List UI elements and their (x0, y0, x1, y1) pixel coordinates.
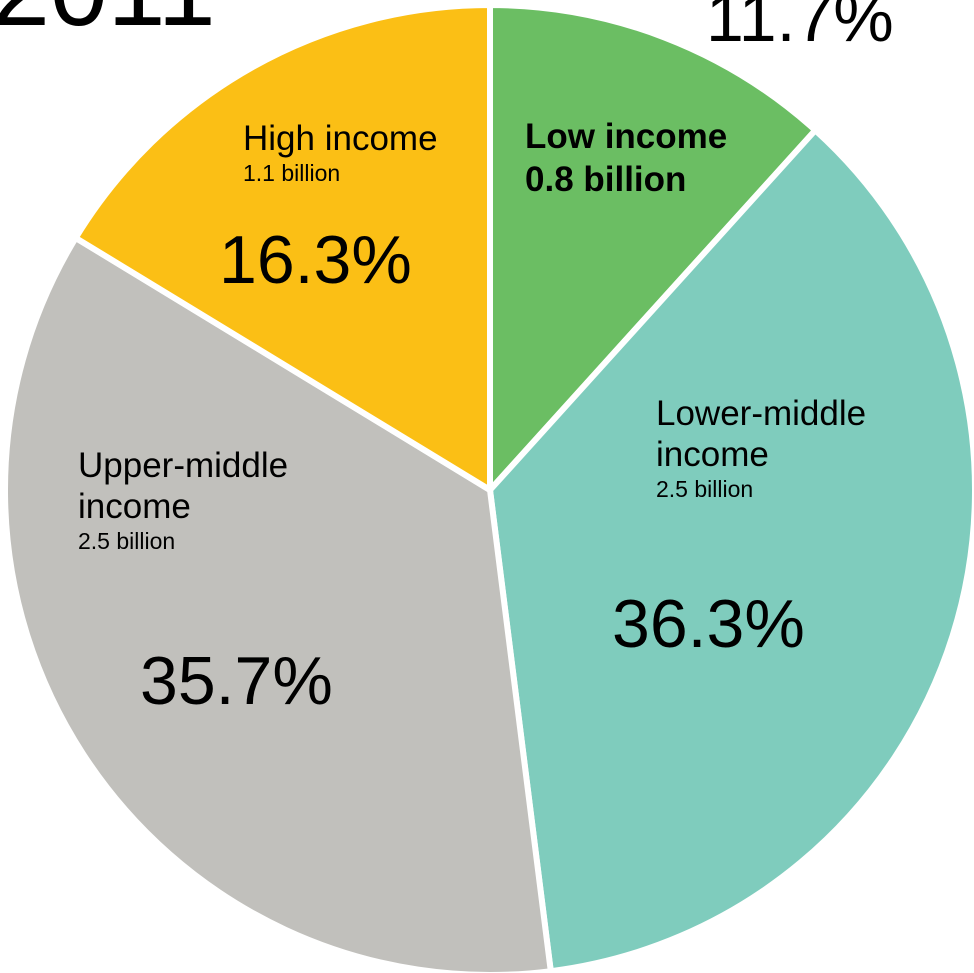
slice-name-low-income: Low income (525, 117, 728, 156)
slice-label-low-income: Low income 0.8 billion (525, 117, 727, 201)
chart-title-fragment: 2011 (0, 0, 216, 42)
slice-percent-low-income: 11.7% (706, 0, 894, 56)
slice-count-upper-middle-income: 2.5 billion (78, 527, 176, 554)
slice-name-lower-middle-income: Lower-middle income (656, 394, 867, 474)
slice-name-high-income: High income (243, 119, 438, 158)
slice-label-lower-middle-income: Lower-middle income 2.5 billion (656, 394, 916, 503)
slice-count-high-income: 1.1 billion (243, 159, 341, 186)
pie-slice-high-income (72, 2, 493, 493)
pie-slice-lower-middle-income (487, 127, 974, 973)
pie-slice-low-income (487, 2, 819, 493)
pie-slice-upper-middle-income (2, 234, 554, 973)
slice-label-high-income: High income 1.1 billion (243, 119, 438, 187)
slice-label-upper-middle-income: Upper-middle income 2.5 billion (78, 446, 338, 555)
slice-count-low-income: 0.8 billion (525, 159, 687, 199)
slice-percent-high-income: 16.3% (219, 222, 412, 298)
slice-name-upper-middle-income: Upper-middle income (78, 446, 289, 526)
slice-count-lower-middle-income: 2.5 billion (656, 475, 754, 502)
slice-percent-lower-middle-income: 36.3% (612, 586, 805, 662)
slice-percent-upper-middle-income: 35.7% (140, 643, 333, 719)
